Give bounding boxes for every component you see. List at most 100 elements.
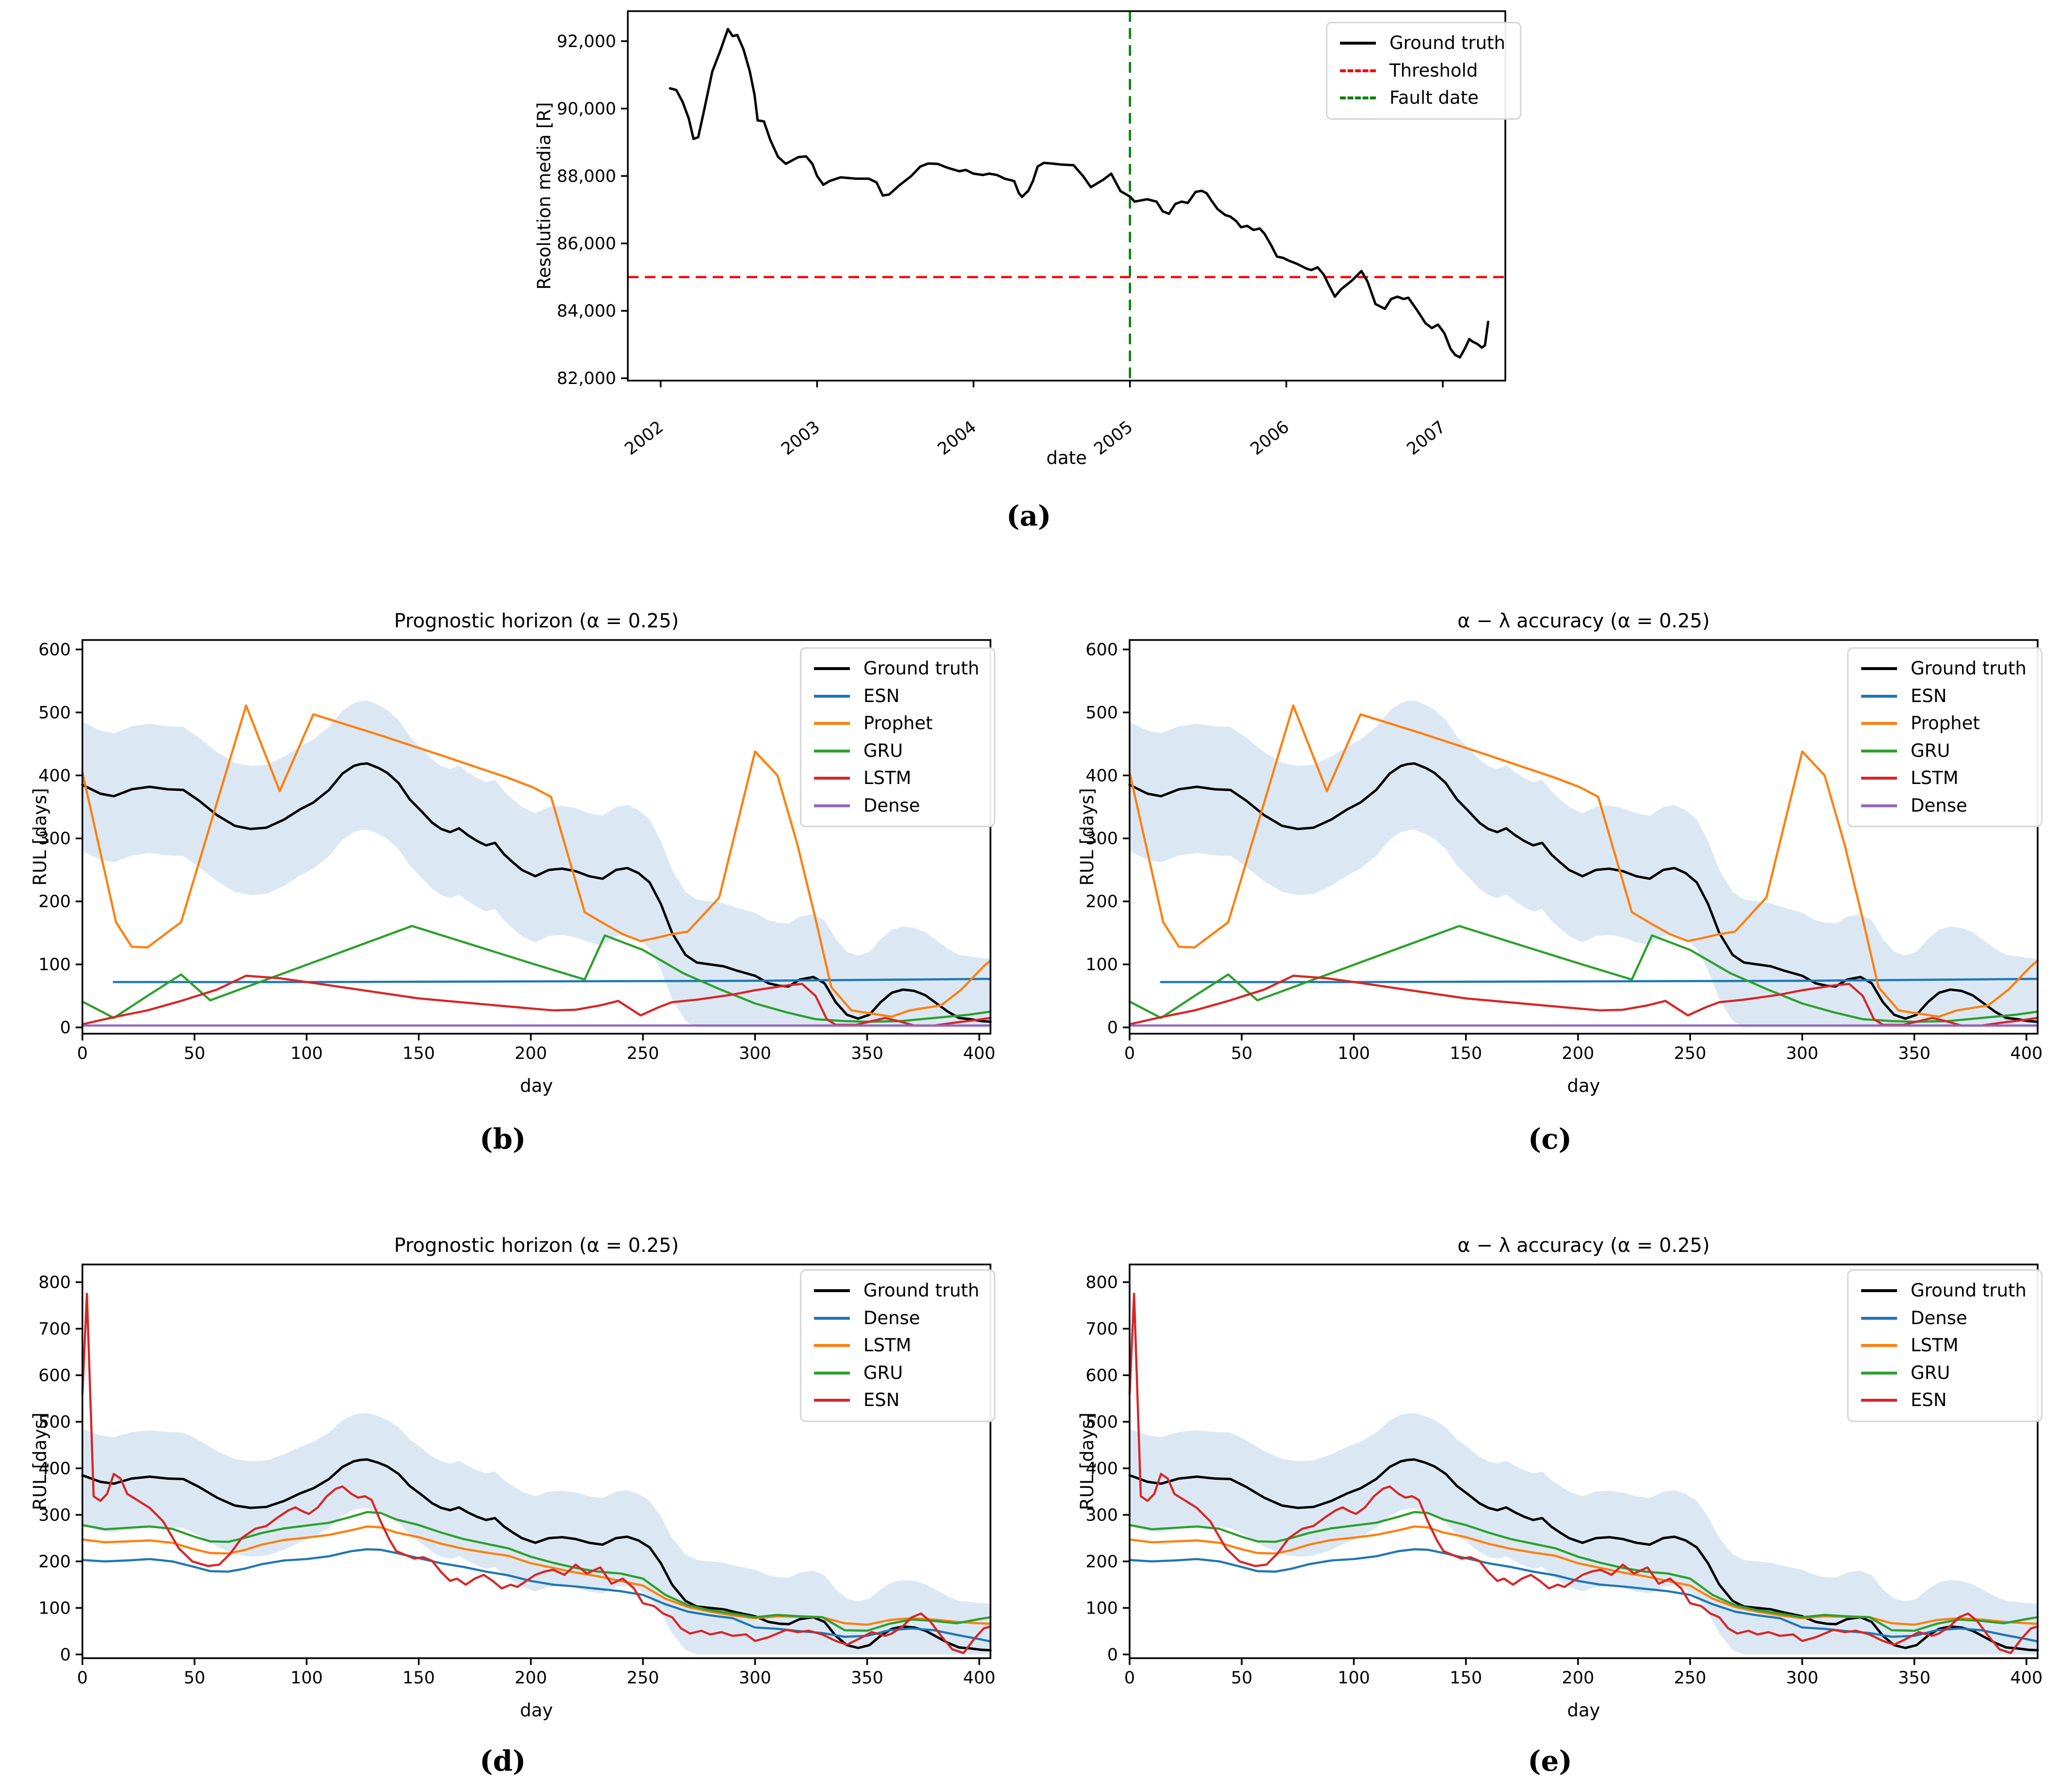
x-tick-label: 200 [1562,1668,1595,1688]
series-line-gru [1128,925,2039,1023]
confidence-band [82,1413,990,1655]
legend-label: Threshold [1389,60,1478,81]
legend-item-esn: ESN [1861,1390,2026,1411]
x-tick-label: 2004 [934,417,980,459]
panel-e-chart: 0 100 200 300 400 500 600 700 800 0 50 100 150 200 250… [1047,1227,2058,1741]
y-tick-label: 500 [1085,703,1118,722]
x-tick-label: 400 [963,1044,995,1063]
y-tick-label: 500 [38,1412,71,1432]
legend-item-ground-truth: Ground truth [1861,658,2026,679]
legend-line-icon [814,722,850,725]
x-tick-label: 250 [627,1044,659,1063]
x-tick-label: 350 [1898,1668,1930,1688]
y-tick-label: 100 [1085,955,1118,975]
chart-title: Prognostic horizon (α = 0.25) [394,1234,679,1257]
legend-line-icon [814,804,850,807]
legend-e: Ground truth Dense LSTM GRU ESN [1847,1269,2042,1422]
legend-label: LSTM [1911,1335,1959,1356]
x-tick-label: 250 [1674,1044,1707,1063]
y-axis-label: RUL [days] [1077,1412,1098,1510]
y-tick-label: 700 [38,1319,71,1339]
legend-label: Dense [863,795,920,816]
legend-item-ground-truth: Ground truth [1340,32,1505,54]
chart-svg-b: 0 100 200 300 400 500 600 0 50 100 150 200 250 300 350… [30,610,995,1096]
y-tick-label: 82,000 [557,369,616,388]
x-tick-label: 2006 [1247,417,1293,459]
legend-label: LSTM [863,768,911,789]
x-tick-label: 50 [184,1668,206,1688]
legend-line-icon [1861,1316,1897,1320]
legend-item-ground-truth: Ground truth [1861,1280,2026,1301]
legend-label: Ground truth [1389,32,1505,53]
x-tick-label: 200 [1562,1044,1595,1063]
legend-item-esn: ESN [1861,686,2026,707]
y-tick-label: 84,000 [557,302,616,321]
legend-line-icon [1861,1371,1897,1375]
legend-line-icon [1340,69,1376,72]
legend-line-icon [1340,42,1376,45]
y-axis-label: RUL [days] [30,788,50,885]
legend-line-icon [814,1399,850,1402]
x-tick-label: 350 [1898,1044,1930,1063]
chart-svg-e: 0 100 200 300 400 500 600 700 800 0 50 100 150 200 250… [1077,1234,2042,1721]
x-tick-label: 0 [77,1044,88,1063]
y-tick-label: 200 [1085,1552,1118,1571]
legend-label: Dense [863,1307,920,1328]
x-tick-label: 400 [2010,1668,2042,1688]
legend-label: Ground truth [863,658,979,679]
x-tick-label: 200 [515,1668,547,1688]
legend-item-lstm: LSTM [1861,768,2026,789]
caption-a: (a) [1006,499,1052,532]
y-tick-label: 600 [1085,640,1118,659]
y-tick-label: 400 [1085,1459,1118,1478]
legend-line-icon [1861,1399,1897,1402]
legend-item-esn: ESN [814,686,979,707]
legend-item-dense: Dense [814,1308,979,1329]
legend-label: LSTM [1911,768,1959,789]
y-tick-label: 400 [38,766,71,785]
x-tick-label: 2002 [621,417,667,459]
legend-line-icon [814,1316,850,1320]
chart-title: α − λ accuracy (α = 0.25) [1457,610,1709,632]
chart-svg-c: 0 100 200 300 400 500 600 0 50 100 150 200 250 300 350… [1077,610,2042,1096]
x-tick-label: 250 [1674,1668,1707,1688]
y-tick-label: 600 [38,1366,71,1385]
series-line-ground-truth [81,762,992,1023]
series-line-ground-truth [669,28,1490,359]
y-tick-label: 600 [1085,1366,1118,1385]
legend-label: Ground truth [1911,658,2026,679]
caption-c: (c) [1528,1122,1572,1155]
series-line-esn [1160,977,2039,983]
legend-label: GRU [1911,740,1950,761]
y-tick-label: 0 [60,1645,71,1664]
y-tick-label: 400 [38,1459,71,1478]
y-tick-label: 0 [60,1018,71,1038]
confidence-band [1130,1413,2038,1655]
axes-frame [81,1264,991,1659]
legend-line-icon [1340,96,1376,100]
y-axis-label: RUL [days] [30,1412,50,1510]
legend-d: Ground truth Dense LSTM GRU ESN [800,1269,995,1422]
legend-line-icon [814,1371,850,1375]
y-tick-label: 300 [38,829,71,848]
chart-svg-a: 82,000 84,000 86,000 88,000 90,000 92,000 2002… [534,10,1506,468]
y-tick-label: 800 [38,1273,71,1292]
y-axis-label: Resolution media [R] [534,102,555,290]
x-tick-label: 100 [1338,1044,1370,1063]
series-line-prophet [1128,704,2039,1018]
y-tick-label: 90,000 [557,99,616,119]
x-tick-label: 400 [2010,1044,2042,1063]
series-line-ground-truth [1128,1458,2039,1652]
y-tick-label: 0 [1107,1018,1118,1038]
legend-item-prophet: Prophet [1861,713,2026,734]
y-tick-label: 92,000 [557,32,616,51]
legend-item-dense: Dense [1861,1308,2026,1329]
chart-title: α − λ accuracy (α = 0.25) [1457,1234,1709,1257]
series-line-gru [1128,1511,2039,1632]
x-axis-label: day [1567,1700,1600,1721]
legend-line-icon [1861,804,1897,807]
legend-line-icon [814,749,850,752]
legend-item-ground-truth: Ground truth [814,1280,979,1301]
x-tick-label: 300 [739,1668,771,1688]
legend-label: Ground truth [1911,1280,2026,1301]
